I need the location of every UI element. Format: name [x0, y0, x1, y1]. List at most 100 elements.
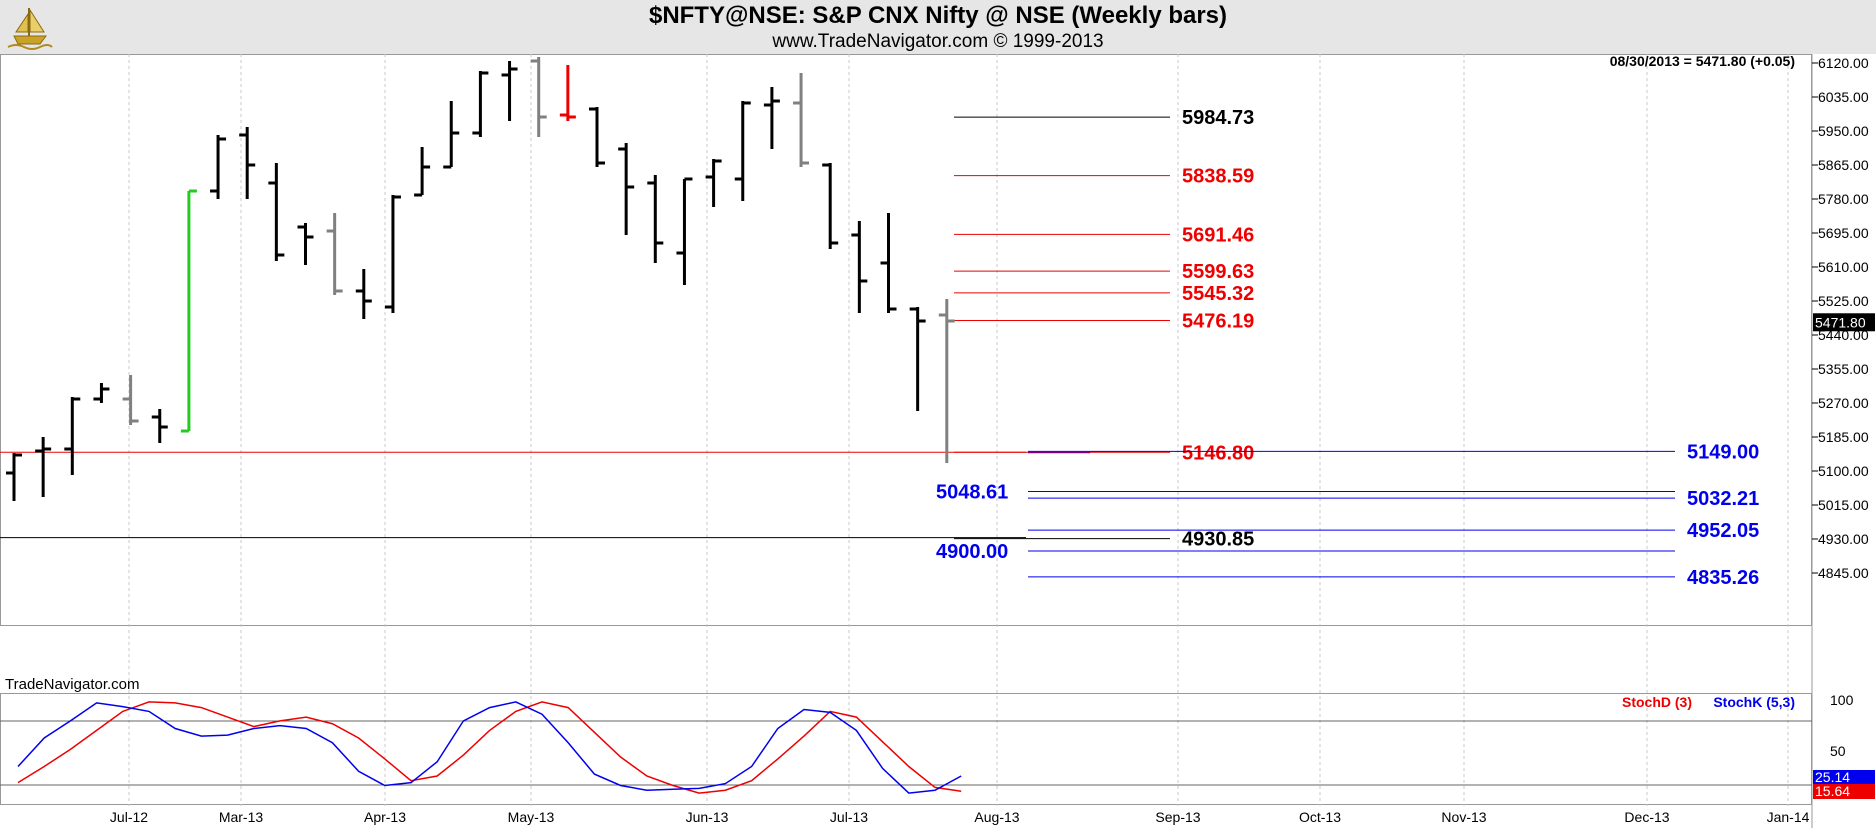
ohlc-bar	[851, 221, 868, 313]
last-quote-text: 08/30/2013 = 5471.80 (+0.05)	[1610, 53, 1795, 69]
ohlc-bar	[880, 213, 897, 313]
stoch-panel-frame	[0, 693, 1812, 805]
axes: Jul-12 Mar-13 Apr-13 May-13 Jun-13 Jul-13 Aug-…	[110, 55, 1875, 825]
stoch-series-line	[17, 701, 962, 794]
level-label: 5476.19	[1182, 311, 1254, 333]
ohlc-bar	[647, 175, 664, 263]
y-tick-label: 5270.00	[1818, 395, 1869, 411]
y-tick-label: 5695.00	[1818, 225, 1869, 241]
ohlc-bar	[64, 397, 81, 475]
stoch-y-tick-label: 100	[1830, 692, 1854, 708]
ohlc-bar	[355, 269, 372, 319]
ohlc-bar	[210, 135, 227, 199]
y-tick-label: 6035.00	[1818, 89, 1869, 105]
ohlc-bar	[530, 57, 547, 137]
y-tick-label: 5525.00	[1818, 293, 1869, 309]
x-tick-label: Jul-13	[830, 809, 868, 825]
level-label: 5599.63	[1182, 261, 1254, 283]
ohlc-bar	[122, 375, 139, 425]
stoch-legend-d: StochD (3)	[1622, 694, 1692, 710]
level-label: 5691.46	[1182, 224, 1254, 246]
stoch-y-tick-label: 50	[1830, 743, 1846, 759]
ship-logo-icon	[7, 8, 53, 50]
x-tick-label: Jan-14	[1767, 809, 1810, 825]
stoch-k-last-marker	[1813, 770, 1875, 785]
y-tick-label: 4930.00	[1818, 531, 1869, 547]
ohlc-bar	[734, 101, 751, 201]
level-label: 5838.59	[1182, 166, 1254, 188]
ohlc-bar	[268, 163, 285, 261]
ohlc-bar	[35, 437, 52, 497]
last-price-marker	[1813, 313, 1875, 332]
level-label: 4900.00	[936, 541, 1008, 563]
ohlc-bar	[472, 71, 489, 137]
grid-lines	[0, 54, 1813, 828]
y-tick-label: 5185.00	[1818, 429, 1869, 445]
x-tick-label: Jul-12	[110, 809, 148, 825]
watermark-text: TradeNavigator.com	[5, 676, 140, 693]
ohlc-bar	[676, 177, 693, 285]
ohlc-bar	[443, 101, 460, 169]
x-tick-label: Jun-13	[686, 809, 729, 825]
y-tick-label: 4845.00	[1818, 565, 1869, 581]
y-tick-label: 5950.00	[1818, 123, 1869, 139]
ohlc-bar	[297, 223, 314, 265]
level-label: 4835.26	[1687, 567, 1759, 589]
x-tick-label: May-13	[508, 809, 555, 825]
ohlc-bar	[793, 73, 810, 167]
last-price-label: 5471.80	[1815, 314, 1866, 330]
level-label: 5048.61	[936, 482, 1008, 504]
stoch-d-last-marker	[1813, 784, 1875, 799]
ohlc-bar	[589, 107, 605, 167]
y-tick-label: 5015.00	[1818, 497, 1869, 513]
chart-subtitle: www.TradeNavigator.com © 1999-2013	[772, 31, 1104, 52]
ohlc-bar	[6, 453, 22, 501]
level-label: 5984.73	[1182, 107, 1254, 129]
level-label: 5146.80	[1182, 442, 1254, 464]
ohlc-bar	[93, 383, 110, 403]
y-tick-label: 5865.00	[1818, 157, 1869, 173]
x-tick-label: Oct-13	[1299, 809, 1341, 825]
ohlc-bar	[414, 147, 431, 197]
y-tick-label: 5100.00	[1818, 463, 1869, 479]
level-label: 5032.21	[1687, 488, 1759, 510]
x-tick-label: Sep-13	[1155, 809, 1200, 825]
chart-title: $NFTY@NSE: S&P CNX Nifty @ NSE (Weekly b…	[648, 2, 1228, 29]
x-tick-label: Dec-13	[1624, 809, 1669, 825]
level-label: 4952.05	[1687, 520, 1759, 542]
ohlc-bar	[559, 65, 576, 121]
ohlc-bar	[705, 159, 722, 207]
x-tick-label: Mar-13	[219, 809, 264, 825]
ohlc-bar	[501, 61, 518, 121]
x-tick-label: Nov-13	[1441, 809, 1486, 825]
ohlc-bar	[618, 143, 635, 235]
ohlc-bar	[909, 307, 926, 411]
level-label: 5149.00	[1687, 441, 1759, 463]
x-tick-label: Aug-13	[974, 809, 1019, 825]
ohlc-bar	[239, 127, 256, 199]
price-bars	[6, 57, 955, 501]
ohlc-bar	[326, 213, 343, 295]
stoch-k-last-label: 25.14	[1815, 769, 1850, 785]
ohlc-bar	[180, 189, 197, 433]
ohlc-bar	[384, 195, 401, 313]
stoch-d-last-label: 15.64	[1815, 783, 1850, 799]
ohlc-bar	[763, 87, 780, 149]
ohlc-bar	[938, 299, 955, 463]
y-tick-label: 5610.00	[1818, 259, 1869, 275]
y-tick-label: 6120.00	[1818, 55, 1869, 71]
x-tick-label: Apr-13	[364, 809, 406, 825]
level-label: 4930.85	[1182, 529, 1254, 551]
ohlc-bar	[822, 163, 839, 249]
y-tick-label: 5355.00	[1818, 361, 1869, 377]
chart-header: $NFTY@NSE: S&P CNX Nifty @ NSE (Weekly b…	[0, 0, 1876, 54]
stoch-series-line	[17, 701, 962, 794]
stoch-legend-k: StochK (5,3)	[1713, 694, 1795, 710]
price-panel-frame	[0, 54, 1812, 626]
y-tick-label: 5780.00	[1818, 191, 1869, 207]
ohlc-bar	[151, 409, 168, 443]
level-label: 5545.32	[1182, 283, 1254, 305]
